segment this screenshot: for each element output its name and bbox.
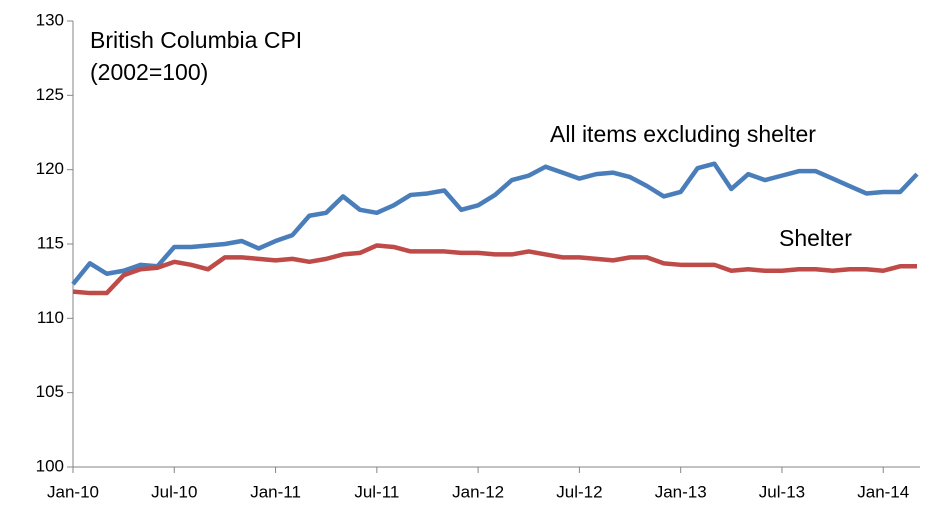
x-tick-label: Jan-13	[655, 482, 707, 501]
y-tick-label: 115	[37, 233, 64, 252]
x-tick-label: Jan-11	[250, 482, 301, 501]
x-tick-label: Jul-11	[354, 482, 399, 501]
y-tick-label: 105	[36, 382, 64, 401]
series-line	[72, 243, 917, 296]
x-tick-label: Jul-12	[556, 482, 602, 501]
y-tick-label: 125	[36, 85, 64, 104]
y-tick-label: 100	[36, 456, 64, 475]
x-tick-label: Jan-14	[857, 482, 909, 501]
x-tick-label: Jul-10	[151, 482, 197, 501]
chart-subtitle: (2002=100)	[90, 59, 208, 85]
series-label: Shelter	[779, 225, 852, 251]
chart-title: British Columbia CPI	[90, 27, 302, 53]
x-tick-label: Jan-10	[47, 482, 99, 501]
x-tick-label: Jan-12	[452, 482, 504, 501]
series-label: All items excluding shelter	[550, 121, 816, 147]
series-line	[71, 161, 919, 286]
x-tick-label: Jul-13	[759, 482, 805, 501]
y-tick-label: 120	[36, 159, 64, 178]
y-tick-label: 110	[37, 308, 64, 327]
y-tick-label: 130	[36, 10, 64, 29]
